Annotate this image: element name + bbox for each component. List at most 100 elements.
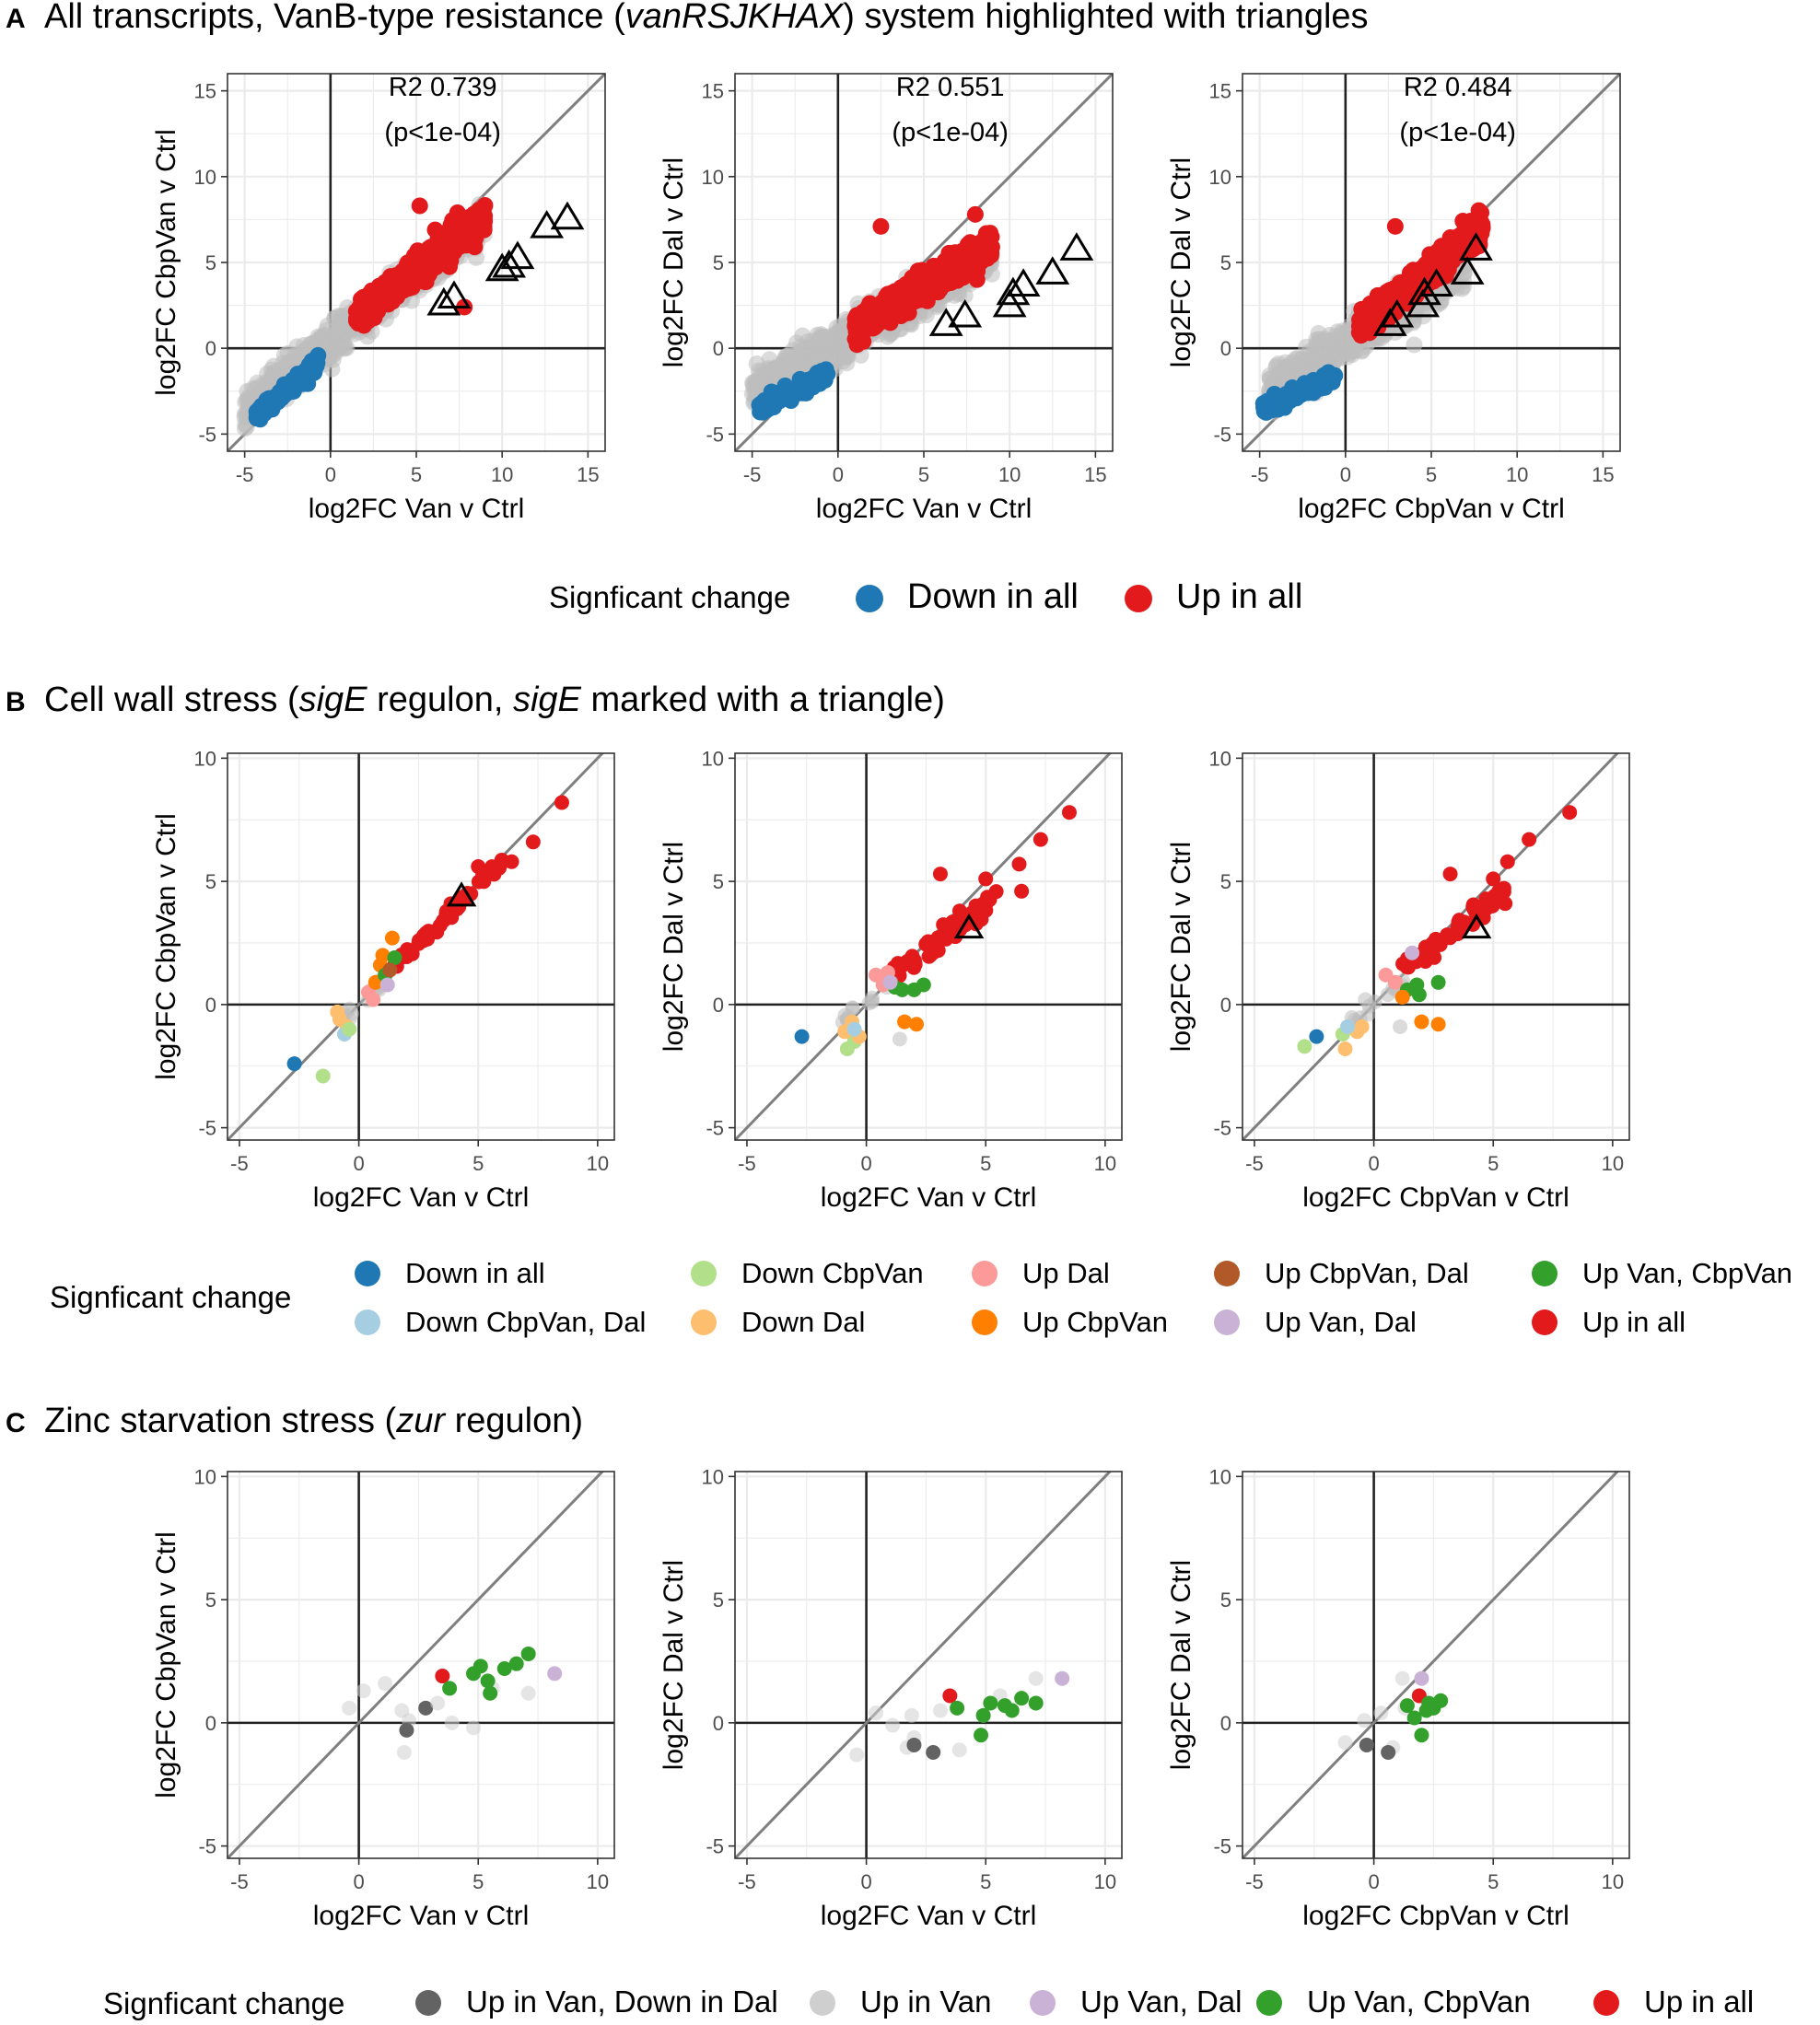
- legend-label: Up Dal: [1022, 1257, 1110, 1289]
- point: [794, 1029, 810, 1044]
- x-tick-label: -5: [1245, 1152, 1264, 1175]
- point: [1430, 1017, 1446, 1032]
- y-tick-label: 0: [713, 337, 724, 360]
- point: [1011, 856, 1027, 872]
- scatter-panel-C2: -5 0 5 10 -5 0 5 10 log2FC Van v Ctrl log2FC Dal …: [659, 1465, 1123, 1931]
- point: [966, 205, 984, 223]
- axis-ticks: -5 0 5 10 -5 0 5 10: [702, 1465, 1117, 1893]
- highlight-triangle: [953, 914, 985, 939]
- x-tick-label: -5: [1245, 1870, 1264, 1893]
- highlight-triangle: [1059, 232, 1094, 261]
- point: [776, 378, 794, 395]
- y-axis-label: log2FC Dal v Ctrl: [659, 842, 689, 1052]
- point: [420, 266, 438, 284]
- point: [1406, 336, 1423, 354]
- legend-label: Up in Van: [860, 1984, 991, 2019]
- point: [849, 1747, 865, 1763]
- legend-item: Up in all: [1125, 577, 1302, 616]
- x-tick-label: 0: [353, 1870, 364, 1893]
- y-tick-label: 5: [1220, 251, 1231, 274]
- y-tick-label: 5: [1220, 1589, 1231, 1612]
- scatter-panel-C1: -5 0 5 10 -5 0 5 10 log2FC Van v Ctrl log2FC CbpV…: [151, 1465, 615, 1931]
- point: [1297, 1039, 1312, 1054]
- point: [906, 960, 922, 975]
- highlight-triangle: [500, 240, 535, 270]
- point: [1358, 992, 1373, 1007]
- point: [1406, 1710, 1422, 1726]
- legends: Signficant change Down in all Up in all Sig…: [50, 577, 1792, 2020]
- point: [504, 854, 519, 869]
- highlight-triangle: [996, 276, 1031, 306]
- y-tick-label: 0: [1220, 994, 1231, 1017]
- point: [384, 930, 400, 946]
- x-tick-label: 10: [998, 463, 1021, 486]
- plot-area: [1242, 753, 1629, 1140]
- y-tick-label: 10: [194, 747, 216, 770]
- point: [978, 871, 994, 887]
- point: [1014, 1691, 1030, 1706]
- legend-key: [1030, 1990, 1056, 2016]
- correlation-annotation: (p<1e-04): [384, 118, 501, 147]
- point: [932, 1703, 948, 1718]
- legend-label: Up Van, CbpVan: [1582, 1257, 1792, 1289]
- point: [983, 239, 1000, 256]
- point: [265, 357, 283, 375]
- correlation-annotation: (p<1e-04): [1399, 118, 1516, 147]
- point: [863, 299, 881, 317]
- point: [872, 217, 890, 235]
- plot-area: [735, 74, 1113, 451]
- point: [1278, 392, 1295, 410]
- point: [1004, 1703, 1020, 1718]
- legend-item: Up in Van, Down in Dal: [415, 1984, 778, 2019]
- point: [435, 1669, 450, 1684]
- legend-key: [1214, 1261, 1240, 1286]
- legend-label: Down in all: [405, 1257, 545, 1289]
- point: [904, 1707, 919, 1723]
- x-tick-label: 10: [1094, 1870, 1116, 1893]
- x-tick-label: 5: [980, 1152, 991, 1175]
- point: [1334, 322, 1351, 340]
- point: [1380, 987, 1395, 1003]
- point: [950, 1700, 965, 1716]
- y-tick-label: 0: [1220, 337, 1231, 360]
- point: [1420, 945, 1436, 960]
- panel-titles: A All transcripts, VanB-type resistance (…: [6, 0, 1369, 1440]
- y-tick-label: -5: [1213, 1835, 1231, 1858]
- correlation-annotation: R2 0.739: [389, 73, 497, 102]
- point: [1304, 384, 1322, 402]
- y-axis-label: log2FC CbpVan v Ctrl: [151, 813, 181, 1080]
- point: [1303, 352, 1321, 369]
- x-tick-label: 10: [1506, 463, 1528, 486]
- point: [1393, 1018, 1408, 1034]
- point: [355, 300, 372, 318]
- y-tick-label: 10: [1209, 747, 1231, 770]
- legend-item: Up Dal: [972, 1257, 1110, 1289]
- point: [928, 933, 944, 948]
- point: [885, 1717, 901, 1733]
- legend-label: Up CbpVan: [1022, 1306, 1168, 1338]
- x-tick-label: 5: [472, 1870, 484, 1893]
- scatter-panel-A2: -5 0 5 10 15 -5 0 5 10 15 log2FC Van v Ctrl log2FC …: [659, 73, 1114, 524]
- legend-label: Down CbpVan: [741, 1257, 924, 1289]
- legend-key: [355, 1261, 380, 1286]
- title-part: regulon,: [368, 681, 513, 719]
- panel-title-b: Cell wall stress (sigE regulon, sigE mar…: [44, 681, 945, 719]
- point: [1290, 383, 1308, 401]
- highlight-triangle: [948, 298, 983, 328]
- axis-ticks: -5 0 5 10 15 -5 0 5 10 15: [194, 80, 600, 486]
- point: [1309, 1029, 1324, 1044]
- axis-ticks: -5 0 5 10 15 -5 0 5 10 15: [1209, 80, 1615, 486]
- x-tick-label: 10: [1602, 1152, 1624, 1175]
- point: [1442, 867, 1458, 882]
- point: [916, 283, 933, 300]
- points: [1254, 202, 1493, 421]
- x-tick-label: 10: [587, 1152, 609, 1175]
- title-part: vanRSJKHAX: [625, 0, 845, 36]
- gridlines: [1242, 1472, 1629, 1858]
- point: [1061, 805, 1077, 820]
- point: [1308, 331, 1325, 348]
- x-axis-label: log2FC Van v Ctrl: [821, 1901, 1037, 1931]
- points: [342, 1646, 563, 1760]
- x-tick-label: 5: [980, 1870, 991, 1893]
- point: [547, 1666, 563, 1682]
